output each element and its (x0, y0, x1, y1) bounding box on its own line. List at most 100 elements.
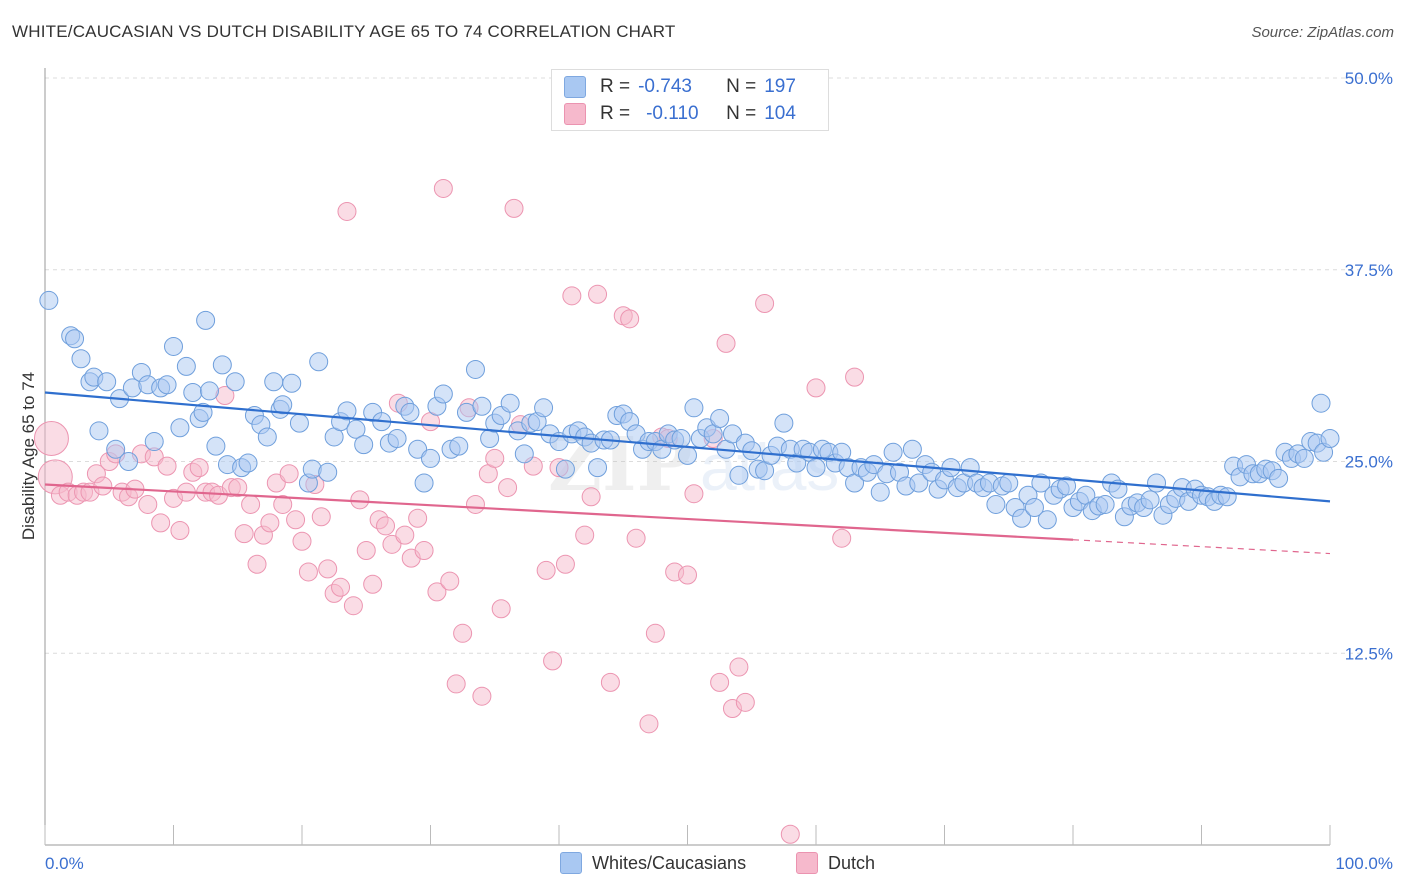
correlation-legend: R = -0.743 N = 197 R = -0.110 N = 104 (551, 69, 829, 131)
dutch-point (189, 458, 209, 478)
tick-labels: 12.5% 25.0% 37.5% 50.0% 0.0% 100.0% (45, 69, 1393, 873)
dutch-point (363, 574, 383, 594)
axes (44, 68, 1331, 846)
whites-point (1012, 508, 1032, 528)
whites-point (400, 402, 420, 422)
legend-row-dutch: R = -0.110 N = 104 (564, 102, 796, 126)
legend-item-dutch: Dutch (796, 852, 875, 874)
whites-point (671, 428, 691, 448)
dutch-point (311, 507, 331, 527)
dutch-point (639, 714, 659, 734)
whites-point (1095, 494, 1115, 514)
dutch-point (645, 623, 665, 643)
y-tick-label: 25.0% (1345, 453, 1393, 472)
whites-point (199, 381, 219, 401)
whites-point (206, 436, 226, 456)
dutch-point (575, 525, 595, 545)
whites-point (1269, 468, 1289, 488)
r-value: -0.110 (646, 103, 699, 124)
whites-point (514, 444, 534, 464)
dutch-point (292, 531, 312, 551)
whites-point (806, 458, 826, 478)
whites-point (465, 359, 485, 379)
whites-point (282, 373, 302, 393)
chart-title: WHITE/CAUCASIAN VS DUTCH DISABILITY AGE … (12, 22, 676, 41)
dutch-point (684, 484, 704, 504)
dutch-point (536, 560, 556, 580)
whites-point (774, 413, 794, 433)
y-tick-label: 12.5% (1345, 644, 1393, 663)
legend-label: Dutch (828, 852, 876, 873)
x-tick-label: 0.0% (45, 854, 84, 873)
dutch-point (93, 476, 113, 496)
y-axis-label: Disability Age 65 to 74 (19, 372, 38, 540)
whites-point (257, 427, 277, 447)
dutch-point (33, 420, 69, 456)
whites-point (176, 356, 196, 376)
dutch-trend-line (44, 483, 1074, 541)
dutch-point (465, 494, 485, 514)
whites-point (684, 398, 704, 418)
legend-label: Whites/Caucasians (592, 852, 747, 873)
whites-point (1037, 510, 1057, 530)
whites-point (729, 465, 749, 485)
dutch-swatch (796, 852, 818, 874)
whites-point (302, 459, 322, 479)
whites-point (1294, 448, 1314, 468)
gridlines (45, 77, 1365, 654)
dutch-point (755, 293, 775, 313)
whites-point (909, 473, 929, 493)
dutch-point (260, 513, 280, 533)
dutch-point (318, 559, 338, 579)
dutch-point (408, 508, 428, 528)
dutch-point (241, 494, 261, 514)
dutch-point (279, 464, 299, 484)
whites-point (588, 458, 608, 478)
x-tick-label: 100.0% (1335, 854, 1393, 873)
dutch-point (337, 201, 357, 221)
whites-point (1147, 473, 1167, 493)
n-value: 197 (764, 76, 796, 97)
whites-point (408, 439, 428, 459)
whites-point (119, 452, 139, 471)
whites-point (986, 494, 1006, 514)
y-tick-label: 37.5% (1345, 261, 1393, 280)
dutch-point (356, 540, 376, 560)
whites-point (183, 382, 203, 402)
whites-swatch (564, 76, 586, 98)
whites-point (555, 459, 575, 479)
dutch-point (331, 577, 351, 597)
whites-point (1140, 490, 1160, 510)
dutch-point (620, 309, 640, 329)
dutch-point (234, 524, 254, 544)
dutch-point (555, 554, 575, 574)
whites-point (318, 462, 338, 482)
whites-point (238, 453, 258, 473)
whites-point (289, 413, 309, 433)
dutch-point (286, 510, 306, 530)
dutch-point (157, 456, 177, 476)
whites-point (710, 409, 730, 429)
dutch-point (504, 198, 524, 218)
whites-point (97, 372, 117, 392)
whites-point (722, 424, 742, 444)
whites-point (39, 290, 59, 310)
whites-points (39, 290, 1340, 530)
dutch-point (780, 824, 800, 844)
whites-point (1311, 393, 1331, 413)
dutch-point (138, 494, 158, 514)
dutch-point (562, 286, 582, 306)
series-legend: Whites/Caucasians Dutch (0, 852, 1406, 878)
dutch-point (247, 554, 267, 574)
whites-point (193, 402, 213, 422)
whites-point (500, 393, 520, 413)
whites-swatch (560, 852, 582, 874)
n-label: N = (726, 76, 757, 97)
dutch-point (735, 692, 755, 712)
r-label: R = (600, 76, 631, 97)
dutch-point (343, 596, 363, 616)
legend-item-whites: Whites/Caucasians (560, 852, 746, 874)
whites-point (225, 372, 245, 392)
whites-point (414, 473, 434, 493)
